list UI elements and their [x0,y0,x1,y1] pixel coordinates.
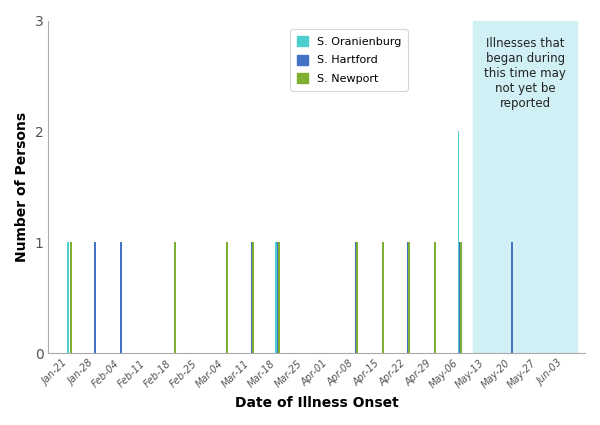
Bar [356,242,358,353]
Bar [511,242,513,353]
Bar [434,242,436,353]
Bar [409,242,410,353]
Y-axis label: Number of Persons: Number of Persons [15,112,29,262]
Bar [407,242,409,353]
Bar [67,242,68,353]
X-axis label: Date of Illness Onset: Date of Illness Onset [235,396,398,410]
Bar [278,242,280,353]
Bar [251,242,253,353]
Bar [355,242,356,353]
Bar [473,20,577,353]
Bar [382,242,384,353]
Bar [121,242,122,353]
Bar [226,242,228,353]
Bar [459,242,461,353]
Bar [277,242,278,353]
Text: Illnesses that
began during
this time may
not yet be
reported: Illnesses that began during this time ma… [484,37,566,110]
Legend: S. Oranienburg, S. Hartford, S. Newport: S. Oranienburg, S. Hartford, S. Newport [290,29,408,91]
Bar [252,242,254,353]
Bar [174,242,176,353]
Bar [460,242,463,353]
Bar [275,242,277,353]
Bar [94,242,96,353]
Bar [458,131,460,353]
Bar [70,242,71,353]
